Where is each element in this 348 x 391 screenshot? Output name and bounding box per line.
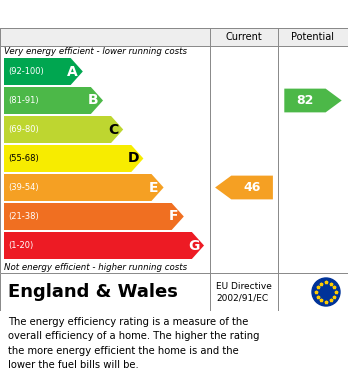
Bar: [0, 28, 348, 46]
Text: F: F: [169, 210, 178, 224]
Text: Potential: Potential: [292, 32, 334, 42]
Text: A: A: [67, 65, 78, 79]
Text: (1-20): (1-20): [8, 241, 33, 250]
Text: E: E: [149, 181, 158, 194]
Text: Current: Current: [226, 32, 262, 42]
Polygon shape: [4, 145, 143, 172]
Polygon shape: [4, 232, 204, 259]
Text: (21-38): (21-38): [8, 212, 39, 221]
Polygon shape: [215, 176, 273, 199]
Text: B: B: [87, 93, 98, 108]
Text: Energy Efficiency Rating: Energy Efficiency Rating: [9, 7, 230, 22]
Polygon shape: [4, 116, 123, 143]
Text: 82: 82: [296, 94, 314, 107]
Polygon shape: [4, 87, 103, 114]
Text: The energy efficiency rating is a measure of the
overall efficiency of a home. T: The energy efficiency rating is a measur…: [8, 317, 260, 370]
Text: Not energy efficient - higher running costs: Not energy efficient - higher running co…: [4, 262, 187, 271]
Text: (39-54): (39-54): [8, 183, 39, 192]
Text: (81-91): (81-91): [8, 96, 39, 105]
Text: Very energy efficient - lower running costs: Very energy efficient - lower running co…: [4, 47, 187, 57]
Polygon shape: [4, 58, 83, 85]
Text: G: G: [188, 239, 199, 253]
Text: (92-100): (92-100): [8, 67, 44, 76]
Text: (55-68): (55-68): [8, 154, 39, 163]
Text: EU Directive
2002/91/EC: EU Directive 2002/91/EC: [216, 282, 272, 302]
Text: (69-80): (69-80): [8, 125, 39, 134]
Text: England & Wales: England & Wales: [8, 283, 178, 301]
Polygon shape: [4, 203, 184, 230]
Text: 46: 46: [243, 181, 261, 194]
Text: C: C: [108, 122, 118, 136]
Text: D: D: [127, 151, 139, 165]
Circle shape: [312, 278, 340, 306]
Polygon shape: [284, 89, 342, 112]
Polygon shape: [4, 174, 164, 201]
